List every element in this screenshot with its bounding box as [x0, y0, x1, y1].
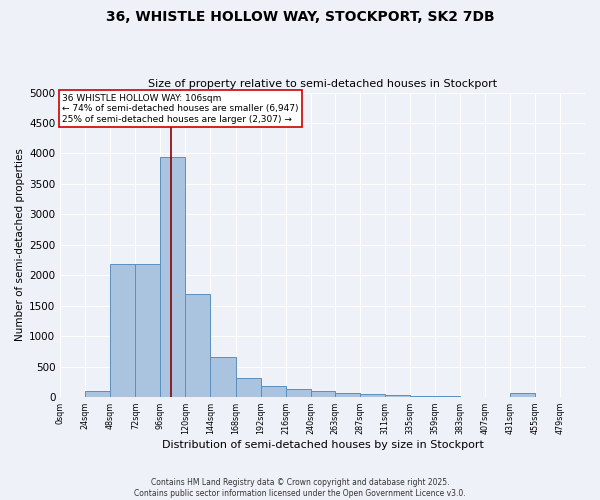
Text: 36, WHISTLE HOLLOW WAY, STOCKPORT, SK2 7DB: 36, WHISTLE HOLLOW WAY, STOCKPORT, SK2 7… — [106, 10, 494, 24]
Bar — [286, 389, 311, 397]
Bar — [359, 394, 385, 397]
Bar — [110, 264, 136, 397]
Y-axis label: Number of semi-detached properties: Number of semi-detached properties — [15, 148, 25, 342]
Bar — [85, 391, 110, 397]
Bar — [236, 378, 260, 397]
Bar — [510, 394, 535, 397]
Bar — [385, 396, 410, 397]
Text: 36 WHISTLE HOLLOW WAY: 106sqm
← 74% of semi-detached houses are smaller (6,947)
: 36 WHISTLE HOLLOW WAY: 106sqm ← 74% of s… — [62, 94, 299, 124]
Bar — [160, 157, 185, 397]
Bar — [311, 390, 335, 397]
X-axis label: Distribution of semi-detached houses by size in Stockport: Distribution of semi-detached houses by … — [162, 440, 484, 450]
Bar — [211, 357, 236, 397]
Title: Size of property relative to semi-detached houses in Stockport: Size of property relative to semi-detach… — [148, 79, 497, 89]
Bar — [335, 392, 359, 397]
Bar — [410, 396, 435, 397]
Bar — [260, 386, 286, 397]
Bar — [435, 396, 460, 397]
Bar — [136, 264, 160, 397]
Text: Contains HM Land Registry data © Crown copyright and database right 2025.
Contai: Contains HM Land Registry data © Crown c… — [134, 478, 466, 498]
Bar — [185, 294, 211, 397]
